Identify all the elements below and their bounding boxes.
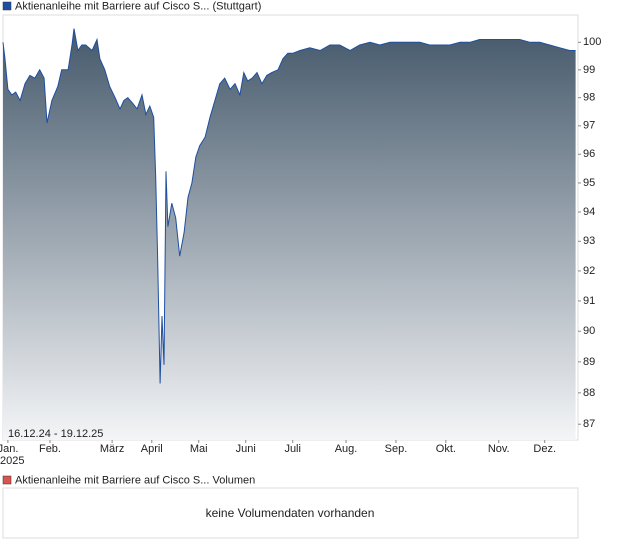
x-tick-label: Okt.	[436, 443, 456, 455]
y-tick-label: 100	[583, 36, 601, 48]
x-tick-label: Sep.	[385, 443, 408, 455]
y-tick-label: 97	[583, 120, 595, 132]
y-tick-label: 91	[583, 295, 595, 307]
x-tick-label: Juni	[236, 443, 256, 455]
y-tick-label: 90	[583, 325, 595, 337]
legend-label: Aktienanleihe mit Barriere auf Cisco S..…	[15, 474, 255, 486]
x-year-label: 2025	[0, 455, 24, 467]
x-tick-label: Dez.	[533, 443, 556, 455]
x-tick-label: Nov.	[488, 443, 510, 455]
y-tick-label: 95	[583, 177, 595, 189]
x-tick-label: Aug.	[335, 443, 358, 455]
y-tick-label: 93	[583, 235, 595, 247]
legend-swatch	[2, 1, 12, 11]
x-tick-label: Juli	[284, 443, 301, 455]
y-tick-label: 89	[583, 356, 595, 368]
y-tick-label: 96	[583, 148, 595, 160]
y-tick-label: 94	[583, 206, 595, 218]
date-range: 16.12.24 - 19.12.25	[8, 428, 103, 440]
legend-swatch	[2, 475, 12, 485]
volume-panel	[2, 487, 579, 539]
x-tick-label: Mai	[190, 443, 208, 455]
no-data-note: keine Volumendaten vorhanden	[206, 506, 375, 520]
y-tick-label: 88	[583, 387, 595, 399]
price-line	[2, 28, 576, 384]
x-tick-label: März	[100, 443, 124, 455]
x-tick-label: April	[141, 443, 163, 455]
x-tick-label: Jan.	[0, 443, 18, 455]
legend-label: Aktienanleihe mit Barriere auf Cisco S..…	[15, 0, 261, 12]
area-fill	[3, 28, 576, 440]
y-tick-label: 92	[583, 265, 595, 277]
y-tick-label: 99	[583, 64, 595, 76]
x-tick-label: Feb.	[39, 443, 61, 455]
y-tick-label: 87	[583, 418, 595, 430]
y-tick-label: 98	[583, 92, 595, 104]
